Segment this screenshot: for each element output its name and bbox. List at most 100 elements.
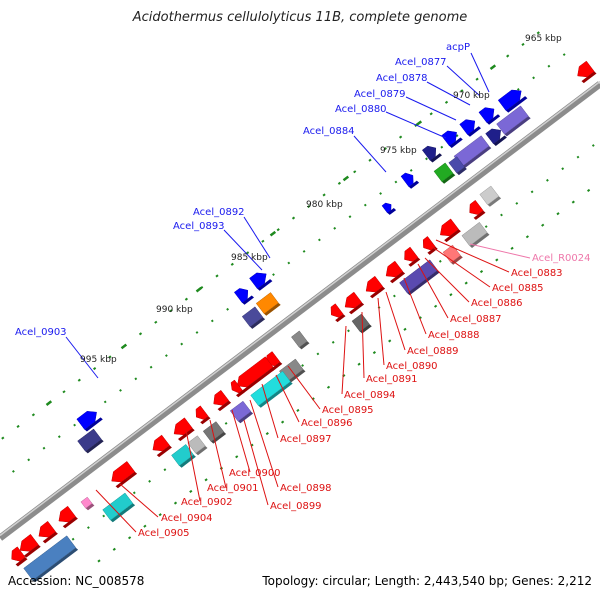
gene-block-Acel_0879[interactable] bbox=[448, 156, 465, 174]
label-leader-line bbox=[249, 399, 279, 488]
gene-block-Acel_0896[interactable] bbox=[291, 330, 308, 348]
gene-block-Acel_0888b[interactable] bbox=[404, 246, 419, 262]
gene-block-Acel_0904a[interactable] bbox=[195, 405, 209, 420]
gene-block-Acel_0905b[interactable] bbox=[187, 435, 206, 454]
gene-label-Acel_0886[interactable]: Acel_0886 bbox=[471, 298, 523, 309]
gene-block-Acel_0884g[interactable] bbox=[381, 202, 392, 214]
gene-block-Acel_0887[interactable] bbox=[442, 244, 461, 264]
tick-mark bbox=[103, 400, 107, 404]
gene-block-Acel_0890[interactable] bbox=[385, 260, 404, 278]
gene-block-Acel_0884c[interactable] bbox=[459, 119, 476, 136]
gene-block-Acel_0893a[interactable] bbox=[241, 306, 264, 328]
gene-block-Acel_0884f[interactable] bbox=[400, 172, 414, 188]
gene-block-Acel_0898[interactable] bbox=[237, 356, 274, 388]
gene-block-Acel_0880[interactable] bbox=[433, 162, 454, 183]
tick-mark bbox=[71, 537, 75, 541]
gene-block-Acel_0891[interactable] bbox=[365, 275, 384, 293]
gene-label-Acel_0898[interactable]: Acel_0898 bbox=[280, 483, 332, 494]
gene-label-Acel_0889[interactable]: Acel_0889 bbox=[407, 346, 459, 357]
gene-label-Acel_0903[interactable]: Acel_0903 bbox=[15, 327, 67, 338]
gene-block-Acel_0904b[interactable] bbox=[202, 421, 225, 442]
gene-block-left-8[interactable] bbox=[11, 546, 26, 562]
label-leader-line bbox=[435, 239, 510, 273]
gene-block-Acel_0884d[interactable] bbox=[441, 130, 457, 147]
gene-label-Acel_0899[interactable]: Acel_0899 bbox=[270, 501, 322, 512]
gene-block-left-7[interactable] bbox=[23, 535, 77, 581]
gene-block-Acel_0886[interactable] bbox=[461, 221, 488, 247]
gene-block-Acel_0895[interactable] bbox=[351, 313, 370, 332]
tick-mark bbox=[363, 203, 367, 207]
genome-title: Acidothermus cellulolyticus 11B, complet… bbox=[132, 10, 468, 25]
gene-block-Acel_0894b[interactable] bbox=[330, 303, 344, 318]
tick-mark bbox=[434, 304, 438, 308]
gene-label-Acel_R0024[interactable]: Acel_R0024 bbox=[532, 253, 591, 264]
gene-block-acpP[interactable] bbox=[496, 105, 529, 135]
gene-block-left-4-side bbox=[62, 516, 78, 529]
gene-block-Acel_0903a[interactable] bbox=[77, 428, 102, 452]
gene-label-Acel_0890[interactable]: Acel_0890 bbox=[386, 361, 438, 372]
gene-block-Acel_0884a[interactable] bbox=[497, 89, 522, 111]
gene-block-Acel_0901-side bbox=[217, 400, 232, 412]
gene-block-Acel_0894a[interactable] bbox=[344, 291, 363, 309]
gene-block-Acel_0892b[interactable] bbox=[249, 272, 267, 290]
gene-label-Acel_0897[interactable]: Acel_0897 bbox=[280, 434, 332, 445]
label-leader-line bbox=[385, 111, 447, 139]
tick-mark bbox=[246, 251, 250, 255]
gene-block-Acel_0892a[interactable] bbox=[255, 292, 279, 315]
gene-block-Acel_0904c[interactable] bbox=[173, 417, 193, 436]
gene-label-Acel_0896[interactable]: Acel_0896 bbox=[301, 418, 353, 429]
gene-block-left-3[interactable] bbox=[80, 496, 93, 509]
gene-block-edge[interactable] bbox=[577, 60, 595, 78]
gene-label-Acel_0880[interactable]: Acel_0880 bbox=[335, 104, 387, 115]
gene-label-Acel_0905[interactable]: Acel_0905 bbox=[138, 528, 190, 539]
tick-mark bbox=[455, 134, 459, 138]
gene-label-Acel_0902[interactable]: Acel_0902 bbox=[181, 497, 233, 508]
gene-block-Acel_R0024[interactable] bbox=[479, 185, 500, 206]
gene-block-Acel_0905c[interactable] bbox=[171, 444, 194, 467]
gene-block-left-5[interactable] bbox=[38, 520, 56, 538]
gene-label-Acel_0878[interactable]: Acel_0878 bbox=[376, 73, 428, 84]
gene-block-Acel_0900[interactable] bbox=[230, 379, 243, 394]
gene-block-Acel_0893b-side bbox=[242, 295, 254, 305]
tick-mark bbox=[464, 281, 468, 285]
gene-block-Acel_0893b[interactable] bbox=[233, 288, 249, 304]
gene-block-Acel_0884e[interactable] bbox=[421, 145, 437, 161]
gene-label-Acel_0895[interactable]: Acel_0895 bbox=[322, 405, 374, 416]
tick-mark bbox=[475, 77, 479, 81]
gene-block-Acel_0884b[interactable] bbox=[478, 107, 495, 123]
gene-label-Acel_0892[interactable]: Acel_0892 bbox=[193, 207, 245, 218]
gene-label-Acel_0885[interactable]: Acel_0885 bbox=[492, 283, 544, 294]
gene-label-Acel_0879[interactable]: Acel_0879 bbox=[354, 89, 406, 100]
gene-block-Acel_0877[interactable] bbox=[485, 128, 501, 145]
gene-label-Acel_0884[interactable]: Acel_0884 bbox=[303, 126, 355, 137]
gene-block-Acel_0903b-side bbox=[84, 417, 103, 432]
label-leader-line bbox=[405, 96, 457, 121]
gene-block-Acel_0883[interactable] bbox=[469, 199, 484, 215]
gene-label-Acel_0887[interactable]: Acel_0887 bbox=[450, 314, 502, 325]
gene-label-Acel_0877[interactable]: Acel_0877 bbox=[395, 57, 447, 68]
gene-label-Acel_0893[interactable]: Acel_0893 bbox=[173, 221, 225, 232]
gene-block-Acel_0903b[interactable] bbox=[76, 411, 97, 430]
gene-block-Acel_0899b[interactable] bbox=[250, 370, 291, 407]
gene-block-Acel_0901[interactable] bbox=[213, 389, 230, 406]
gene-block-left-4[interactable] bbox=[58, 505, 76, 523]
gene-block-left-2[interactable] bbox=[102, 492, 134, 521]
gene-label-Acel_0901[interactable]: Acel_0901 bbox=[207, 483, 259, 494]
gene-block-Acel_0905a[interactable] bbox=[152, 434, 170, 452]
label-leader-line bbox=[353, 135, 387, 173]
tick-mark bbox=[357, 362, 361, 366]
gene-label-Acel_0883[interactable]: Acel_0883 bbox=[511, 268, 563, 279]
gene-block-left-1[interactable] bbox=[111, 461, 136, 483]
gene-block-Acel_0884f-side bbox=[408, 180, 420, 189]
gene-label-acpP[interactable]: acpP bbox=[446, 42, 470, 53]
gene-block-left-6[interactable] bbox=[19, 533, 39, 552]
gene-block-Acel_0885[interactable] bbox=[440, 218, 459, 237]
gene-label-Acel_0894[interactable]: Acel_0894 bbox=[344, 390, 396, 401]
gene-label-Acel_0891[interactable]: Acel_0891 bbox=[366, 374, 418, 385]
gene-label-Acel_0900[interactable]: Acel_0900 bbox=[229, 468, 281, 479]
label-leader-line bbox=[119, 483, 159, 518]
gene-block-Acel_0902[interactable] bbox=[229, 400, 252, 422]
gene-label-Acel_0904[interactable]: Acel_0904 bbox=[161, 513, 213, 524]
gene-label-Acel_0888[interactable]: Acel_0888 bbox=[428, 330, 480, 341]
tick-mark bbox=[484, 225, 488, 228]
